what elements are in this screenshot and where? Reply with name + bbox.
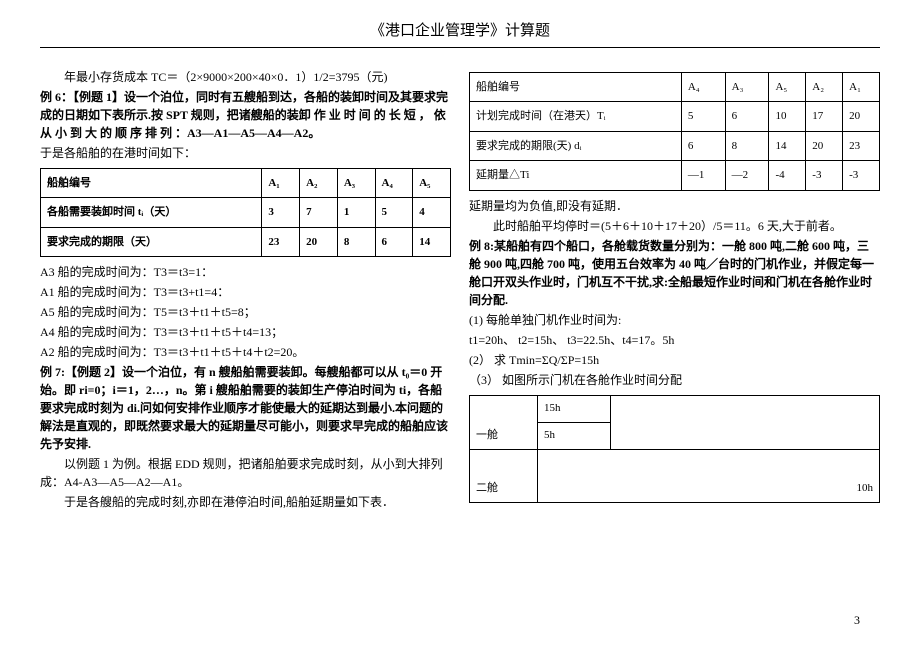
two-columns: 年最小存货成本 TC＝（2×9000×200×40×0．1）1/2=3795（元… bbox=[40, 66, 880, 514]
s-empty bbox=[538, 449, 880, 476]
s-5h: 5h bbox=[538, 422, 611, 449]
s-empty bbox=[538, 476, 692, 503]
s-empty bbox=[470, 395, 538, 422]
ex8-line: （3） 如图所示门机在各舱作业时间分配 bbox=[469, 371, 880, 389]
ex7-end: 于是各艘船的完成时刻,亦即在港停泊时间,船舶延期量如下表． bbox=[40, 493, 451, 511]
calc-line: A1 船的完成时间为：T3＝t3+t1=4： bbox=[40, 283, 451, 301]
table-row: 要求完成的期限(天) dᵢ 6 8 14 20 23 bbox=[470, 131, 880, 161]
c: 14 bbox=[769, 131, 806, 161]
c: 6 bbox=[725, 102, 769, 132]
after-t2a: 延期量均为负值,即没有延期． bbox=[469, 197, 880, 215]
t1-h5: A₅ bbox=[413, 168, 451, 198]
c: 1 bbox=[337, 198, 375, 228]
t2-h2: A₃ bbox=[725, 72, 769, 102]
c: 8 bbox=[725, 131, 769, 161]
t2-r3l: 延期量△Ti bbox=[470, 161, 682, 191]
c: 17 bbox=[806, 102, 843, 132]
t2-r2l: 要求完成的期限(天) dᵢ bbox=[470, 131, 682, 161]
c: —2 bbox=[725, 161, 769, 191]
c: 8 bbox=[337, 227, 375, 257]
table-row: 一舱 5h bbox=[470, 422, 880, 449]
page-number: 3 bbox=[854, 611, 860, 629]
page-title: 《港口企业管理学》计算题 bbox=[40, 20, 880, 48]
c: 23 bbox=[843, 131, 880, 161]
after-t2b: 此时船舶平均停时＝(5＋6＋10＋17＋20）/5＝11。6 天,大于前者。 bbox=[469, 217, 880, 235]
table-row bbox=[470, 449, 880, 476]
table-row: 二舱 10h bbox=[470, 476, 880, 503]
s-10h: 10h bbox=[692, 476, 880, 503]
t1-h4: A₄ bbox=[375, 168, 413, 198]
schedule-table: 15h 一舱 5h 二舱 10h bbox=[469, 395, 880, 503]
s-15h: 15h bbox=[538, 395, 611, 422]
c: 20 bbox=[843, 102, 880, 132]
t1-r1l: 各船需要装卸时间 tᵢ（天） bbox=[41, 198, 262, 228]
calc-line: A4 船的完成时间为：T3＝t3＋t1＋t5＋t4=13； bbox=[40, 323, 451, 341]
c: 6 bbox=[681, 131, 725, 161]
ex7-intro: 例 7:【例题 2】设一个泊位，有 n 艘船舶需要装卸。每艘船都可以从 t₀＝0… bbox=[40, 363, 451, 453]
t2-h1: A₄ bbox=[681, 72, 725, 102]
ex8-line: t1=20h、 t2=15h、 t3=22.5h、t4=17。5h bbox=[469, 331, 880, 349]
table-row: 船舶编号 A₄ A₃ A₅ A₂ A₁ bbox=[470, 72, 880, 102]
s-empty bbox=[692, 422, 880, 449]
tc-line: 年最小存货成本 TC＝（2×9000×200×40×0．1）1/2=3795（元… bbox=[40, 68, 451, 86]
ex8-intro: 例 8:某船舶有四个船口，各舱载货数量分别为：一舱 800 吨,二舱 600 吨… bbox=[469, 237, 880, 309]
c: 5 bbox=[681, 102, 725, 132]
calc-line: A5 船的完成时间为：T5＝t3＋t1＋t5=8； bbox=[40, 303, 451, 321]
c: 14 bbox=[413, 227, 451, 257]
t2-h0: 船舶编号 bbox=[470, 72, 682, 102]
c: 5 bbox=[375, 198, 413, 228]
s-cabin2: 二舱 bbox=[470, 476, 538, 503]
c: -3 bbox=[843, 161, 880, 191]
t2-r1l: 计划完成时间（在港天）Tᵢ bbox=[470, 102, 682, 132]
s-empty bbox=[692, 395, 880, 422]
ex8-line: (2） 求 Tmin=ΣQ/ΣP=15h bbox=[469, 351, 880, 369]
c: 10 bbox=[769, 102, 806, 132]
c: 4 bbox=[413, 198, 451, 228]
c: 20 bbox=[300, 227, 338, 257]
t2-h4: A₂ bbox=[806, 72, 843, 102]
s-empty bbox=[470, 449, 538, 476]
c: 20 bbox=[806, 131, 843, 161]
table-2: 船舶编号 A₄ A₃ A₅ A₂ A₁ 计划完成时间（在港天）Tᵢ 5 6 10… bbox=[469, 72, 880, 191]
t2-h3: A₅ bbox=[769, 72, 806, 102]
c: -3 bbox=[806, 161, 843, 191]
t1-h0: 船舶编号 bbox=[41, 168, 262, 198]
s-empty bbox=[611, 422, 692, 449]
right-column: 船舶编号 A₄ A₃ A₅ A₂ A₁ 计划完成时间（在港天）Tᵢ 5 6 10… bbox=[469, 66, 880, 514]
ex7-mid: 以例题 1 为例。根据 EDD 规则，把诸船舶要求完成时刻，从小到大排列成：A4… bbox=[40, 455, 451, 491]
c: 3 bbox=[262, 198, 300, 228]
c: 7 bbox=[300, 198, 338, 228]
table-row: 延期量△Ti —1 —2 -4 -3 -3 bbox=[470, 161, 880, 191]
s-empty bbox=[611, 395, 692, 422]
table1-pre: 于是各船舶的在港时间如下： bbox=[40, 144, 451, 162]
c: 6 bbox=[375, 227, 413, 257]
ex6-intro: 例 6：【例题 1】设一个泊位，同时有五艘船到达，各船的装卸时间及其要求完成的日… bbox=[40, 88, 451, 142]
table-1: 船舶编号 A₁ A₂ A₃ A₄ A₅ 各船需要装卸时间 tᵢ（天） 3 7 1… bbox=[40, 168, 451, 258]
table-row: 计划完成时间（在港天）Tᵢ 5 6 10 17 20 bbox=[470, 102, 880, 132]
s-cabin1: 一舱 bbox=[470, 422, 538, 449]
left-column: 年最小存货成本 TC＝（2×9000×200×40×0．1）1/2=3795（元… bbox=[40, 66, 451, 514]
table-row: 要求完成的期限（天） 23 20 8 6 14 bbox=[41, 227, 451, 257]
table-row: 船舶编号 A₁ A₂ A₃ A₄ A₅ bbox=[41, 168, 451, 198]
t1-r2l: 要求完成的期限（天） bbox=[41, 227, 262, 257]
table-row: 各船需要装卸时间 tᵢ（天） 3 7 1 5 4 bbox=[41, 198, 451, 228]
c: 23 bbox=[262, 227, 300, 257]
table-row: 15h bbox=[470, 395, 880, 422]
ex8-line: (1) 每舱单独门机作业时间为: bbox=[469, 311, 880, 329]
t1-h1: A₁ bbox=[262, 168, 300, 198]
c: -4 bbox=[769, 161, 806, 191]
t1-h3: A₃ bbox=[337, 168, 375, 198]
c: —1 bbox=[681, 161, 725, 191]
ex7-b: 例 7:【例题 2】设一个泊位，有 n 艘船舶需要装卸。每艘船都可以从 t₀＝0… bbox=[40, 365, 448, 451]
calc-line: A2 船的完成时间为：T3＝t3＋t1＋t5＋t4＋t2=20。 bbox=[40, 343, 451, 361]
t1-h2: A₂ bbox=[300, 168, 338, 198]
calc-line: A3 船的完成时间为：T3＝t3=1： bbox=[40, 263, 451, 281]
t2-h5: A₁ bbox=[843, 72, 880, 102]
